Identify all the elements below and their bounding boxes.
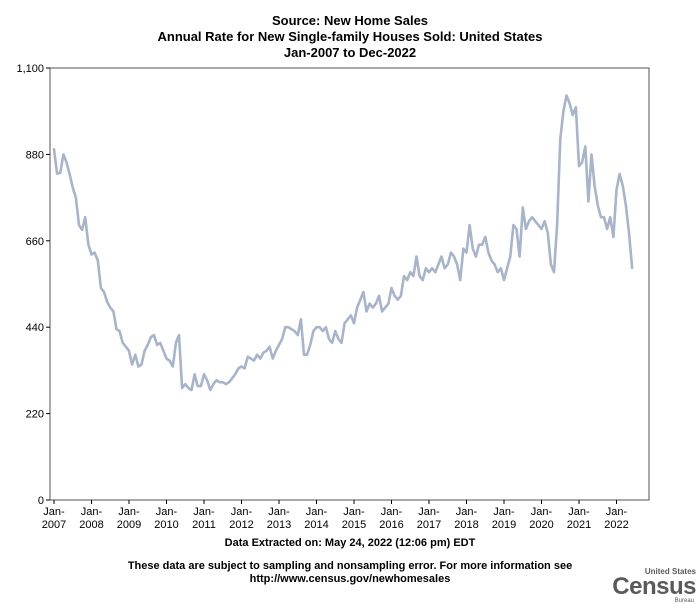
census-logo: United States Census Bureau (608, 567, 696, 604)
x-tick-label: Jan-2010 (154, 506, 178, 531)
y-tick-label: 880 (26, 149, 44, 161)
y-tick-label: 1,100 (16, 63, 44, 75)
y-tick-label: 220 (26, 409, 44, 421)
x-tick-label: Jan-2013 (267, 506, 291, 531)
chart-title: Annual Rate for New Single-family Houses… (157, 29, 543, 44)
x-tick-label: Jan-2012 (229, 506, 253, 531)
census-logo-main: Census (612, 573, 696, 600)
x-axis: Jan-2007 Jan-2008 Jan-2009 Jan-2010 Jan-2011… (42, 500, 629, 531)
footnote-text: These data are subject to sampling and n… (127, 560, 573, 572)
census-logo-sub: Bureau (674, 598, 694, 604)
x-tick-label: Jan-2019 (492, 506, 516, 531)
plot-area-frame (49, 67, 650, 501)
chart-title-block: Source: New Home Sales Annual Rate for N… (0, 13, 700, 61)
series-line-0 (52, 94, 634, 392)
y-tick-label: 0 (38, 495, 44, 507)
x-tick-label: Jan-2021 (567, 506, 591, 531)
x-tick-label: Jan-2018 (454, 506, 478, 531)
x-tick-label: Jan-2022 (604, 506, 628, 531)
footnote-link[interactable]: http://www.census.gov/newhomesales (249, 573, 451, 585)
chart-date-range: Jan-2007 to Dec-2022 (283, 45, 417, 60)
data-extracted-note: Data Extracted on: May 24, 2022 (12:06 p… (224, 537, 476, 549)
x-tick-label: Jan-2016 (379, 506, 403, 531)
series-layer (52, 94, 634, 392)
chart-source-title: Source: New Home Sales (271, 13, 429, 28)
x-tick-label: Jan-2009 (117, 506, 141, 531)
x-tick-label: Jan-2008 (79, 506, 103, 531)
x-tick-label: Jan-2015 (342, 506, 366, 531)
y-axis: 0 220 440 660 880 1,100 (16, 63, 50, 507)
footnote: These data are subject to sampling and n… (0, 560, 700, 586)
x-tick-label: Jan-2017 (417, 506, 441, 531)
x-tick-label: Jan-2020 (529, 506, 553, 531)
census-logo-top: United States (644, 567, 696, 576)
x-tick-label: Jan-2011 (192, 506, 216, 531)
x-tick-label: Jan-2007 (42, 506, 66, 531)
y-tick-label: 440 (26, 322, 44, 334)
y-tick-label: 660 (26, 236, 44, 248)
x-tick-label: Jan-2014 (304, 506, 328, 531)
